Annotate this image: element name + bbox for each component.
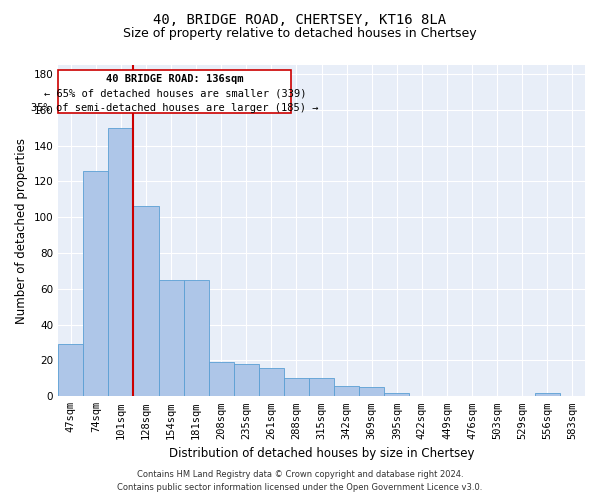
Bar [83,170,109,396]
Text: 40 BRIDGE ROAD: 136sqm: 40 BRIDGE ROAD: 136sqm [106,74,244,84]
Bar [109,128,133,396]
Bar [158,280,184,396]
Y-axis label: Number of detached properties: Number of detached properties [15,138,28,324]
Bar [58,344,83,397]
Text: ← 65% of detached houses are smaller (339): ← 65% of detached houses are smaller (33… [44,88,306,99]
FancyBboxPatch shape [58,70,292,114]
Bar [209,362,234,396]
Text: Size of property relative to detached houses in Chertsey: Size of property relative to detached ho… [123,28,477,40]
Bar [184,280,209,396]
Bar [259,368,284,396]
Text: 40, BRIDGE ROAD, CHERTSEY, KT16 8LA: 40, BRIDGE ROAD, CHERTSEY, KT16 8LA [154,12,446,26]
Bar [385,392,409,396]
Bar [133,206,158,396]
Bar [334,386,359,396]
Text: 35% of semi-detached houses are larger (185) →: 35% of semi-detached houses are larger (… [31,102,319,113]
Bar [359,388,385,396]
X-axis label: Distribution of detached houses by size in Chertsey: Distribution of detached houses by size … [169,447,475,460]
Bar [309,378,334,396]
Text: Contains HM Land Registry data © Crown copyright and database right 2024.
Contai: Contains HM Land Registry data © Crown c… [118,470,482,492]
Bar [535,392,560,396]
Bar [284,378,309,396]
Bar [234,364,259,396]
